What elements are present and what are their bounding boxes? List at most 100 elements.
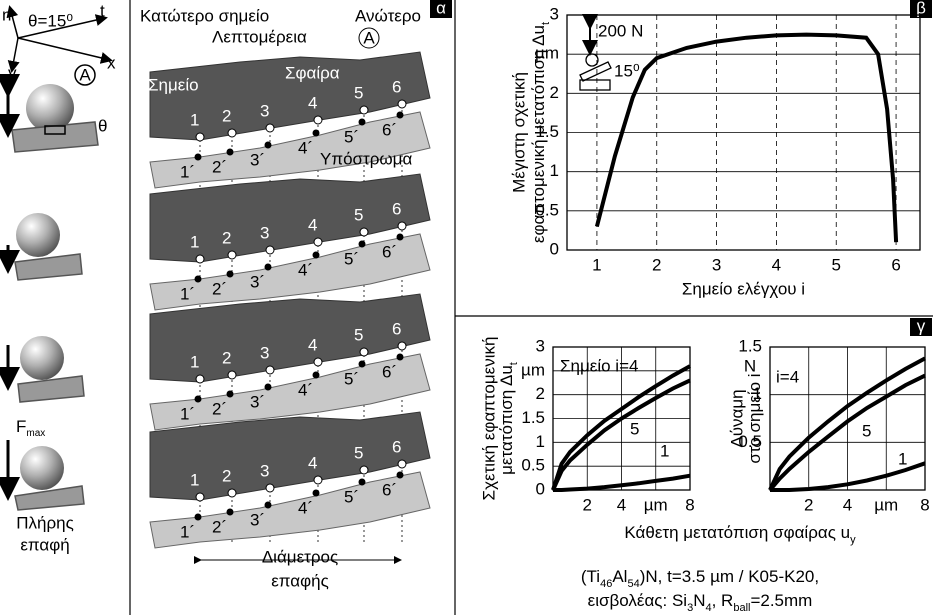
point-label: 3´ [250,392,265,411]
y-tick-label: 1.5 [738,336,762,355]
series-label: 5 [862,421,871,440]
series-label: i=4 [776,367,799,386]
point-label: 6´ [382,120,397,139]
point-label: 4 [308,453,317,472]
ball [16,213,60,257]
caption: επαφή [20,535,69,554]
point-label: 4 [308,93,317,112]
point-label: 5 [354,83,363,102]
axis-arrow [17,37,113,64]
annotation: 200 N [598,21,643,40]
angle-label: θ=15⁰ [28,11,73,30]
ball-point [265,123,275,133]
axis-arrow [7,37,20,73]
panel-label: α [436,0,446,17]
y-axis-title: μετατόπιση Δut [497,362,519,475]
y-tick-label: µm [535,44,559,63]
point-label: 1´ [180,404,195,423]
x-tick-label: 5 [832,255,841,274]
force: F [16,417,26,436]
axis-label: x [107,53,116,72]
y-axis-title: Μέγιστη σχετική [509,72,528,193]
series-label: 5 [630,419,639,438]
ball [20,446,64,490]
x-tick-label: 8 [920,495,929,514]
subscript: t [508,362,520,365]
text-part: )N, t=3.5 µm / K05-K20, [640,567,819,586]
axis-label: n [2,5,11,24]
caption: εισβολέας: Si3N4, Rball=2.5mm [588,591,813,613]
text-part: Κάθετη μετατόπιση σφαίρας u [624,523,850,542]
x-axis-title: Κάθετη μετατόπιση σφαίρας uy [624,523,856,545]
ball [585,53,599,67]
y-tick-label: 0 [536,479,545,498]
point-label: 1´ [180,522,195,541]
point-label: 5 [354,325,363,344]
substrate-point [194,153,202,161]
text-part: (Ti [581,567,600,586]
point-label: 5´ [344,369,359,388]
ball-point [397,221,407,231]
contact-row: 1 1´ 2 2´ 3 3´ 4 4´ 5 5´ 6 6´ [149,173,431,311]
substrate-shape [149,471,431,549]
text-part: στο σημείο i [745,373,764,463]
point-label: 1 [190,470,199,489]
ball-point [265,483,275,493]
substrate-point [358,240,366,248]
point-label: 3 [260,343,269,362]
panel-label: β [916,0,926,17]
y-tick-label: 3 [550,4,559,23]
point-label: 6´ [382,362,397,381]
y-tick-label: 1.5 [535,122,559,141]
label: Υπόστρωμα [320,149,412,168]
point-label: 2´ [212,517,227,536]
substrate-point [396,353,404,361]
ball-point [313,475,323,485]
y-tick-label: 1.5 [521,408,545,427]
substrate-point [312,129,320,137]
subscript: ball [733,602,750,614]
y-tick-label: 3 [536,336,545,355]
point-label: 5´ [344,127,359,146]
substrate [14,253,83,281]
ball [26,84,74,132]
label: Ανώτερο [355,6,421,25]
ball-point [227,128,237,138]
detail-circle [358,27,380,49]
substrate-shape [149,111,431,189]
contact-row: 1 1´ 2 2´ 3 3´ 4 4´ 5 5´ 6 6´ [149,411,431,549]
ball [20,336,64,380]
point-label: 4 [308,335,317,354]
sample [579,61,612,82]
point-label: 4´ [298,380,313,399]
plot-frame [566,14,921,251]
x-tick-label: 6 [891,255,900,274]
line-series [768,356,926,491]
ball-point [265,245,275,255]
point-label: 3 [260,101,269,120]
point-label: 1´ [180,162,195,181]
subscript: 46 [600,578,612,590]
x-tick-label: 1 [592,255,601,274]
point-label: 3´ [250,272,265,291]
substrate-point [312,251,320,259]
point-label: 4´ [298,498,313,517]
label: Σημείο [148,75,199,94]
plot-frame [769,346,926,491]
series-label: 1 [898,449,907,468]
x-tick-label: 4 [617,495,626,514]
panel-a: 1 1´ 2 2´ 3 3´ 4 4´ 5 5´ 6 6´ 1 1´ 2 2´ 3 3´ 4 4´ 5 5´ 6 6´ 1 1´ 2… [149,51,431,549]
substrate-point [226,270,234,278]
y-tick-label: 2 [536,384,545,403]
axis-label: t [100,1,105,20]
detail-marker: A [363,28,375,47]
line-series [551,364,691,491]
substrate-point [264,263,272,271]
label: επαφής [271,571,329,590]
caption: Πλήρης [16,513,74,532]
y-axis-title: στο σημείο i [745,373,764,463]
ball-point [397,99,407,109]
point-label: 1´ [180,284,195,303]
subscript: 54 [627,578,639,590]
x-axis-title: Σημείο ελέγχου i [682,279,805,298]
